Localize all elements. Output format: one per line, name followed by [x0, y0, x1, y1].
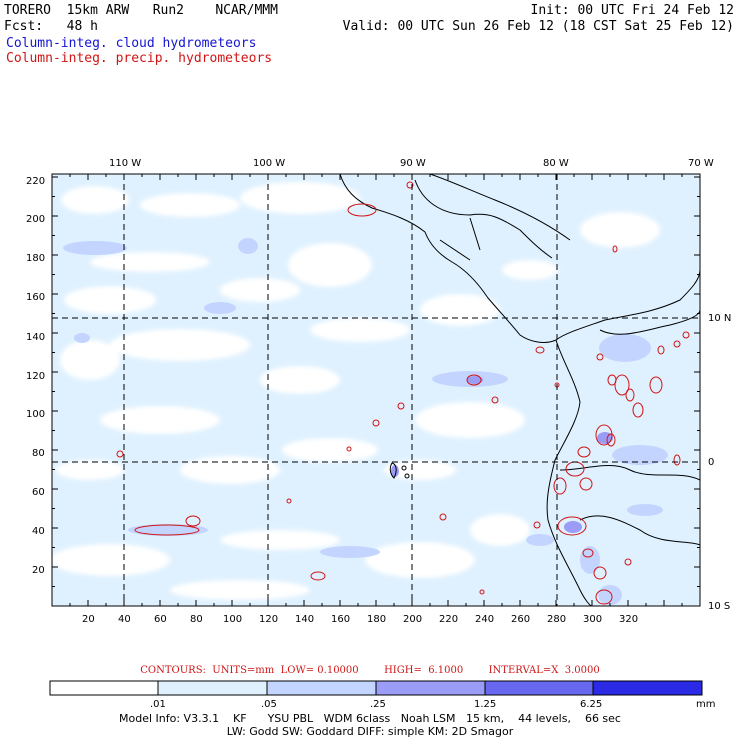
y-tick-label: 40 — [32, 526, 45, 537]
central-america-pacific-coast — [339, 174, 557, 343]
colorbar-label: 1.25 — [474, 699, 497, 710]
lat-label-equator: 0 — [708, 457, 715, 468]
contours-info: CONTOURS: UNITS=mm LOW= 0.10000 HIGH= 6.… — [140, 665, 600, 676]
y-tick-label: 180 — [26, 253, 46, 264]
axis-ticks — [51, 174, 701, 607]
central-america-borders — [439, 217, 481, 261]
colorbar-bin-2 — [267, 681, 376, 695]
colorbar-label: .01 — [150, 699, 166, 710]
x-tick-label: 20 — [82, 614, 95, 625]
colorbar-unit: mm — [696, 699, 716, 710]
lon-label-80w: 80 W — [543, 158, 569, 169]
peru-brazil-border — [579, 515, 700, 546]
header-forecast-hour: Fcst: 48 h — [4, 19, 98, 34]
galapagos-islands — [389, 462, 410, 479]
y-tick-label: 160 — [26, 292, 46, 303]
colorbar-bin-0 — [50, 681, 158, 695]
x-tick-label: 40 — [118, 614, 131, 625]
x-tick-label: 80 — [190, 614, 203, 625]
yucatan-caribbean-coast — [414, 179, 553, 259]
y-tick-label: 220 — [26, 176, 46, 187]
y-tick-label: 120 — [26, 371, 46, 382]
lat-lon-gridlines — [52, 174, 700, 606]
south-america-pacific-coast — [546, 339, 593, 606]
colorbar-label: 6.25 — [580, 699, 603, 710]
cloud-band-light-blue — [63, 238, 668, 605]
x-tick-label: 160 — [331, 614, 351, 625]
colorbar-bin-4 — [485, 681, 593, 695]
lon-label-70w: 70 W — [688, 158, 714, 169]
colorbar-label: .25 — [370, 699, 386, 710]
lat-label-10n: 10 N — [708, 313, 732, 324]
legend-precip-hydrometeors: Column-integ. precip. hydrometeors — [6, 51, 273, 66]
peru-ecuador-border — [559, 465, 700, 481]
x-tick-label: 100 — [223, 614, 243, 625]
legend-cloud-hydrometeors: Column-integ. cloud hydrometeors — [6, 36, 257, 51]
lon-label-100w: 100 W — [253, 158, 286, 169]
colorbar-label: .05 — [261, 699, 277, 710]
precip-contours — [116, 181, 690, 605]
x-tick-label: 320 — [619, 614, 639, 625]
header-valid-time: Valid: 00 UTC Sun 26 Feb 12 (18 CST Sat … — [342, 19, 734, 34]
header-title: TORERO 15km ARW Run2 NCAR/MMM — [4, 3, 278, 18]
y-tick-label: 200 — [26, 214, 46, 225]
model-info-line2: LW: Godd SW: Goddard DIFF: simple KM: 2D… — [226, 725, 514, 738]
model-info-line1: Model Info: V3.3.1 KF YSU PBL WDM 6class… — [119, 712, 621, 725]
colombia-north-coast — [555, 269, 700, 341]
cloud-field — [52, 174, 700, 606]
x-tick-label: 120 — [259, 614, 279, 625]
x-tick-label: 220 — [439, 614, 459, 625]
coastlines — [339, 174, 700, 606]
lon-label-110w: 110 W — [109, 158, 142, 169]
x-tick-label: 240 — [475, 614, 495, 625]
clear-sky-patches — [52, 182, 660, 600]
x-tick-label: 300 — [583, 614, 603, 625]
colorbar-bin-5 — [593, 681, 702, 695]
x-tick-label: 260 — [511, 614, 531, 625]
colorbar-bin-1 — [158, 681, 267, 695]
lat-label-10s: 10 S — [708, 601, 731, 612]
y-tick-label: 60 — [32, 487, 45, 498]
venezuela-border — [599, 309, 700, 335]
gulf-coast — [429, 174, 571, 241]
x-tick-label: 200 — [403, 614, 423, 625]
x-tick-label: 180 — [367, 614, 387, 625]
x-tick-label: 140 — [295, 614, 315, 625]
colorbar — [49, 680, 703, 696]
colorbar-bin-3 — [376, 681, 485, 695]
y-tick-label: 100 — [26, 409, 46, 420]
y-tick-label: 80 — [32, 448, 45, 459]
x-tick-label: 280 — [547, 614, 567, 625]
x-tick-label: 60 — [154, 614, 167, 625]
header-init-time: Init: 00 UTC Fri 24 Feb 12 — [530, 3, 735, 18]
lon-label-90w: 90 W — [400, 158, 426, 169]
y-tick-label: 20 — [32, 565, 45, 576]
y-tick-label: 140 — [26, 332, 46, 343]
